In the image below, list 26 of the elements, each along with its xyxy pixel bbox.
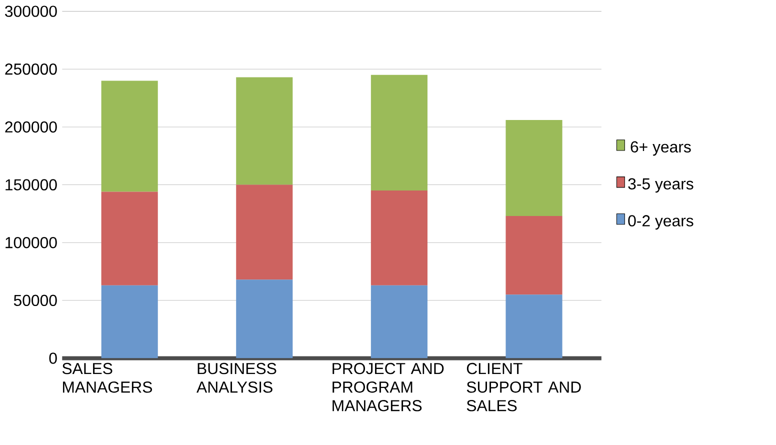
y-tick-label: 300000: [5, 6, 57, 17]
bar: [506, 294, 562, 358]
bar: [506, 216, 562, 295]
bar: [236, 184, 293, 280]
y-tick-label: 200000: [5, 121, 57, 133]
x-tick-label: PROJECT AND PROGRAM MANAGERS: [332, 362, 444, 412]
bar: [370, 74, 428, 191]
bar: [236, 280, 293, 358]
y-tick-label: 0: [49, 352, 57, 364]
bar: [370, 285, 428, 358]
bar: [101, 285, 158, 358]
bar: [236, 77, 293, 185]
legend-label: 0-2 years: [628, 215, 694, 230]
y-tick-label: 50000: [14, 294, 57, 306]
bar: [370, 190, 428, 286]
x-tick-label: CLIENT SUPPORT AND SALES: [466, 362, 581, 412]
bar: [506, 120, 562, 216]
legend-label: 6+ years: [630, 141, 691, 156]
y-tick-label: 150000: [6, 179, 57, 190]
x-tick-label: BUSINESS ANALYSIS: [196, 362, 276, 393]
legend-label: 3-5 years: [628, 178, 694, 193]
y-tick-label: 250000: [5, 64, 57, 75]
bar: [101, 80, 158, 192]
y-tick-label: 100000: [6, 236, 57, 248]
bar: [101, 192, 158, 286]
x-tick-label: SALES MANAGERS: [62, 362, 152, 393]
